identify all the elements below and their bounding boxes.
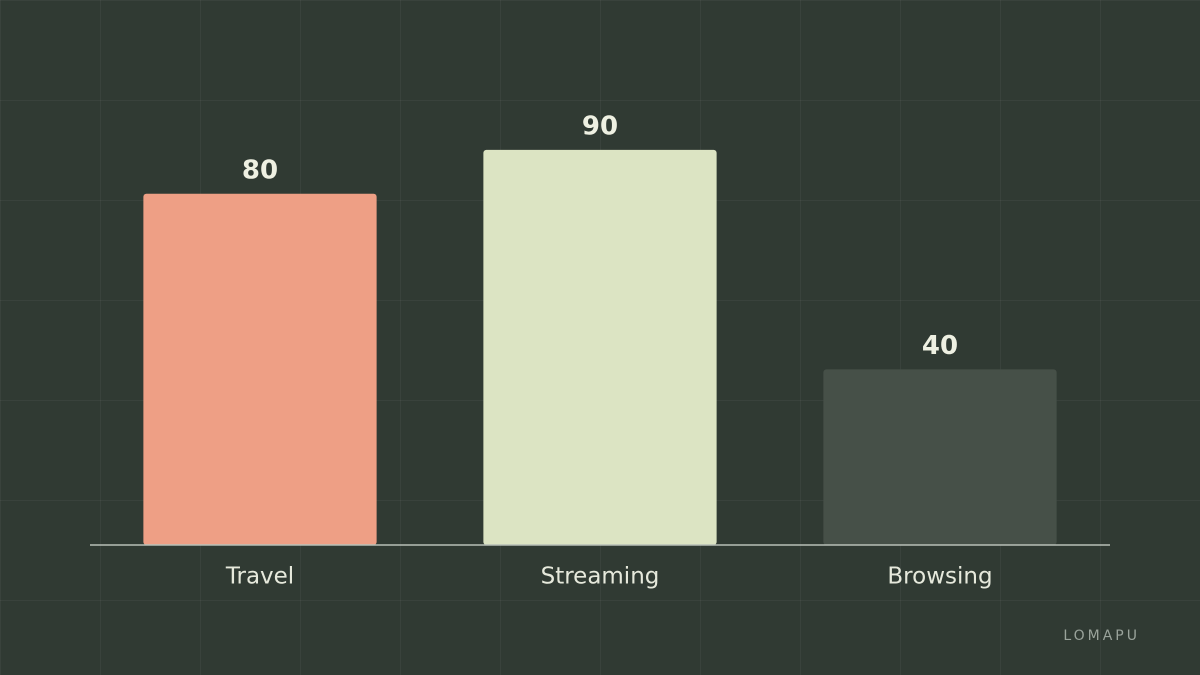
x-tick-label: Travel [225,564,294,590]
x-tick-label: Streaming [541,564,660,590]
bar [823,369,1057,545]
bar [143,193,377,546]
bar [483,149,717,545]
x-tick-label: Browsing [887,564,992,590]
data-label: 40 [922,331,958,361]
data-label: 80 [242,155,278,185]
data-label: 90 [582,111,618,141]
watermark: LOMAPU [1063,628,1140,644]
